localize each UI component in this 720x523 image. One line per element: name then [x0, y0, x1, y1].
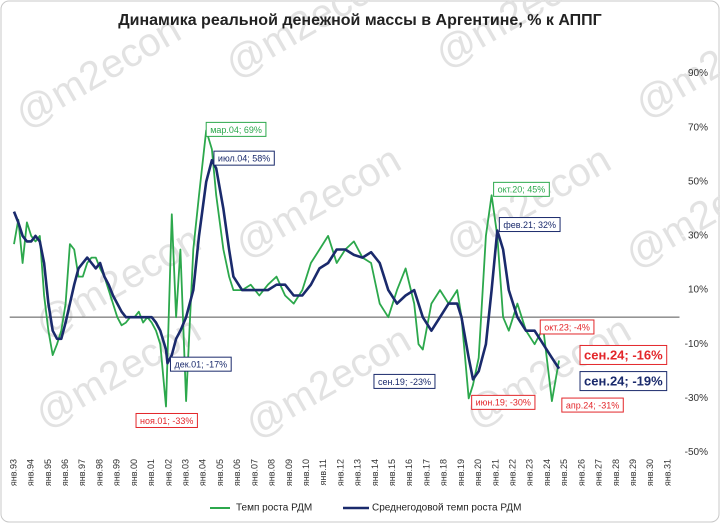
annotation-label: сен.19; -23%	[378, 377, 431, 387]
x-tick-label: янв.95	[43, 459, 53, 486]
annotation-box	[135, 412, 198, 428]
x-tick-label: янв.93	[8, 459, 18, 486]
y-tick-label: -50%	[685, 447, 708, 458]
annotation-label: окт.20; 45%	[498, 185, 546, 195]
x-tick-label: янв.17	[421, 459, 431, 486]
annotation-label: окт.23; -4%	[544, 322, 590, 332]
annotation-box	[561, 397, 624, 413]
x-tick-label: янв.21	[490, 459, 500, 486]
annotation-label: апр.24; -31%	[566, 400, 619, 410]
annotation-box	[539, 319, 595, 335]
y-tick-label: 70%	[688, 122, 708, 133]
x-tick-label: янв.16	[404, 459, 414, 486]
legend-label: Среднегодовой темп роста РДМ	[372, 503, 521, 514]
annotation-label: дек.01; -17%	[174, 360, 227, 370]
annotation: июл.04; 58%	[213, 150, 275, 166]
series-line	[12, 158, 561, 381]
x-tick-label: янв.14	[370, 459, 380, 486]
x-tick-label: янв.29	[628, 459, 638, 486]
x-tick-label: янв.31	[662, 459, 672, 486]
x-tick-label: янв.15	[387, 459, 397, 486]
x-tick-label: янв.94	[26, 459, 36, 486]
annotation-label: сен.24; -16%	[584, 347, 663, 362]
annotation-label: сен.24; -19%	[584, 374, 663, 389]
y-tick-label: 10%	[688, 285, 708, 296]
x-tick-label: янв.06	[232, 459, 242, 486]
annotation: апр.24; -31%	[561, 397, 624, 413]
annotation: июн.19; -30%	[471, 394, 536, 410]
annotation-box	[213, 150, 275, 166]
x-tick-label: янв.25	[559, 459, 569, 486]
x-tick-label: янв.19	[456, 459, 466, 486]
annotation: ноя.01; -33%	[135, 412, 198, 428]
x-tick-label: янв.09	[284, 459, 294, 486]
annotation-box	[373, 373, 436, 389]
annotation-label: июл.04; 58%	[218, 154, 270, 164]
annotation: сен.24; -19%	[579, 371, 668, 392]
annotation: окт.23; -4%	[539, 319, 595, 335]
x-tick-label: янв.11	[318, 459, 328, 485]
annotation: сен.19; -23%	[373, 373, 436, 389]
y-tick-label: -10%	[685, 339, 708, 350]
x-tick-label: янв.10	[301, 459, 311, 486]
x-tick-label: янв.24	[542, 459, 552, 486]
annotation-box	[169, 356, 232, 372]
annotation-box	[471, 394, 536, 410]
annotation: сен.24; -16%	[579, 344, 668, 365]
annotation-label: мар.04; 69%	[210, 125, 262, 135]
x-tick-label: янв.18	[439, 459, 449, 486]
annotation: мар.04; 69%	[205, 121, 267, 137]
annotation-label: фев.21; 32%	[503, 220, 556, 230]
annotation: дек.01; -17%	[169, 356, 232, 372]
annotation-label: ноя.01; -33%	[140, 416, 193, 426]
series-line	[13, 129, 560, 408]
annotation: окт.20; 45%	[493, 181, 550, 197]
x-tick-label: янв.99	[112, 459, 122, 486]
y-tick-label: 30%	[688, 231, 708, 242]
y-tick-label: 90%	[688, 68, 708, 79]
x-tick-label: янв.22	[508, 459, 518, 486]
x-tick-label: янв.07	[249, 459, 259, 486]
y-tick-label: -30%	[685, 393, 708, 404]
x-tick-label: янв.97	[77, 459, 87, 486]
x-tick-label: янв.00	[129, 459, 139, 486]
x-tick-label: янв.08	[267, 459, 277, 486]
x-tick-label: янв.02	[163, 459, 173, 486]
annotation-box	[205, 121, 267, 137]
chart-title: Динамика реальной денежной массы в Арген…	[118, 12, 602, 29]
y-tick-label: 50%	[688, 176, 708, 187]
x-tick-label: янв.96	[60, 459, 70, 486]
x-tick-label: янв.26	[576, 459, 586, 486]
x-tick-label: янв.01	[146, 459, 156, 486]
x-tick-label: янв.12	[335, 459, 345, 486]
x-tick-label: янв.03	[180, 459, 190, 486]
annotation: фев.21; 32%	[498, 217, 561, 233]
x-tick-label: янв.05	[215, 459, 225, 486]
annotation-box	[579, 371, 668, 392]
x-tick-label: янв.20	[473, 459, 483, 486]
annotation-box	[498, 217, 561, 233]
x-tick-label: янв.27	[594, 459, 604, 486]
annotation-box	[493, 181, 550, 197]
x-tick-label: янв.04	[198, 459, 208, 486]
legend-label: Темп роста РДМ	[236, 503, 312, 514]
x-tick-label: янв.13	[353, 459, 363, 486]
annotation-box	[579, 344, 668, 365]
x-tick-label: янв.28	[611, 459, 621, 486]
x-tick-label: янв.98	[94, 459, 104, 486]
x-tick-label: янв.23	[525, 459, 535, 486]
annotation-label: июн.19; -30%	[476, 398, 531, 408]
x-tick-label: янв.30	[645, 459, 655, 486]
